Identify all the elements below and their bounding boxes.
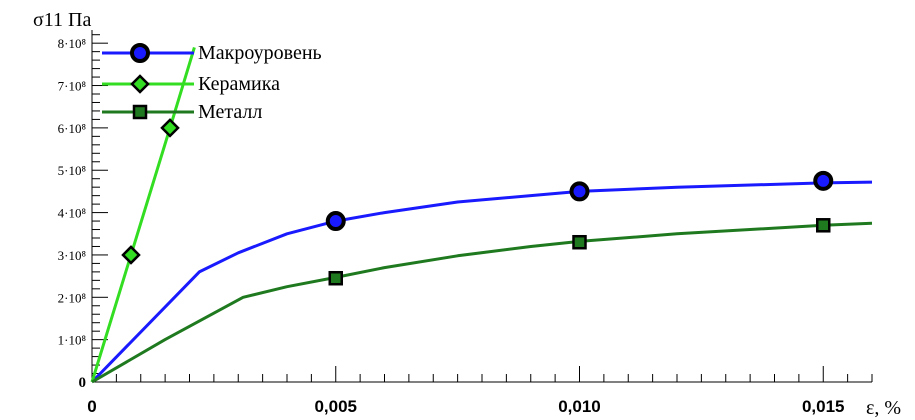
data-point-circle	[325, 211, 346, 232]
legend-label: Керамика	[198, 73, 280, 95]
data-point-square	[572, 234, 587, 250]
y-tick-label: 6·10⁸	[58, 121, 87, 136]
x-tick-label: 0	[87, 397, 96, 416]
y-tick-label: 8·10⁸	[58, 36, 87, 51]
legend-marker	[130, 74, 150, 94]
x-tick-label: 0,015	[802, 397, 845, 416]
data-point-diamond	[121, 245, 141, 265]
legend-marker	[132, 104, 148, 120]
series-lines	[90, 46, 873, 384]
data-point-square	[328, 270, 343, 286]
data-point-square	[816, 218, 831, 233]
series-line-2	[90, 46, 196, 383]
y-tick-label: 3·10⁸	[58, 248, 87, 263]
y-tick-label: 7·10⁸	[58, 79, 87, 94]
data-point-diamond	[160, 118, 180, 138]
series-line-3	[91, 221, 873, 384]
legend-label: Металл	[198, 101, 262, 123]
x-axis-label: ε, %	[866, 397, 901, 419]
x-tick-label: 0,005	[314, 397, 357, 416]
x-tick-label: 0,010	[558, 397, 601, 416]
y-tick-label: 0	[79, 375, 87, 391]
series-line-1	[90, 180, 873, 384]
legend: Макроуровень Керамика Металл	[102, 42, 322, 123]
y-tick-label: 5·10⁸	[58, 163, 87, 178]
y-tick-label: 1·10⁸	[58, 333, 87, 348]
legend-marker	[130, 43, 150, 63]
y-axis-label: σ11 Па	[33, 9, 91, 31]
tick-labels: 0 0,005 0,010 0,015 0 1·10⁸ 2·10⁸ 3·10⁸ 4·10⁸ 5·1…	[58, 36, 845, 416]
data-point-circle	[813, 170, 834, 191]
legend-label: Макроуровень	[198, 42, 322, 64]
y-tick-label: 2·10⁸	[58, 290, 87, 305]
series-markers	[121, 118, 834, 286]
y-tick-label: 4·10⁸	[58, 206, 87, 221]
data-point-circle	[569, 181, 590, 202]
